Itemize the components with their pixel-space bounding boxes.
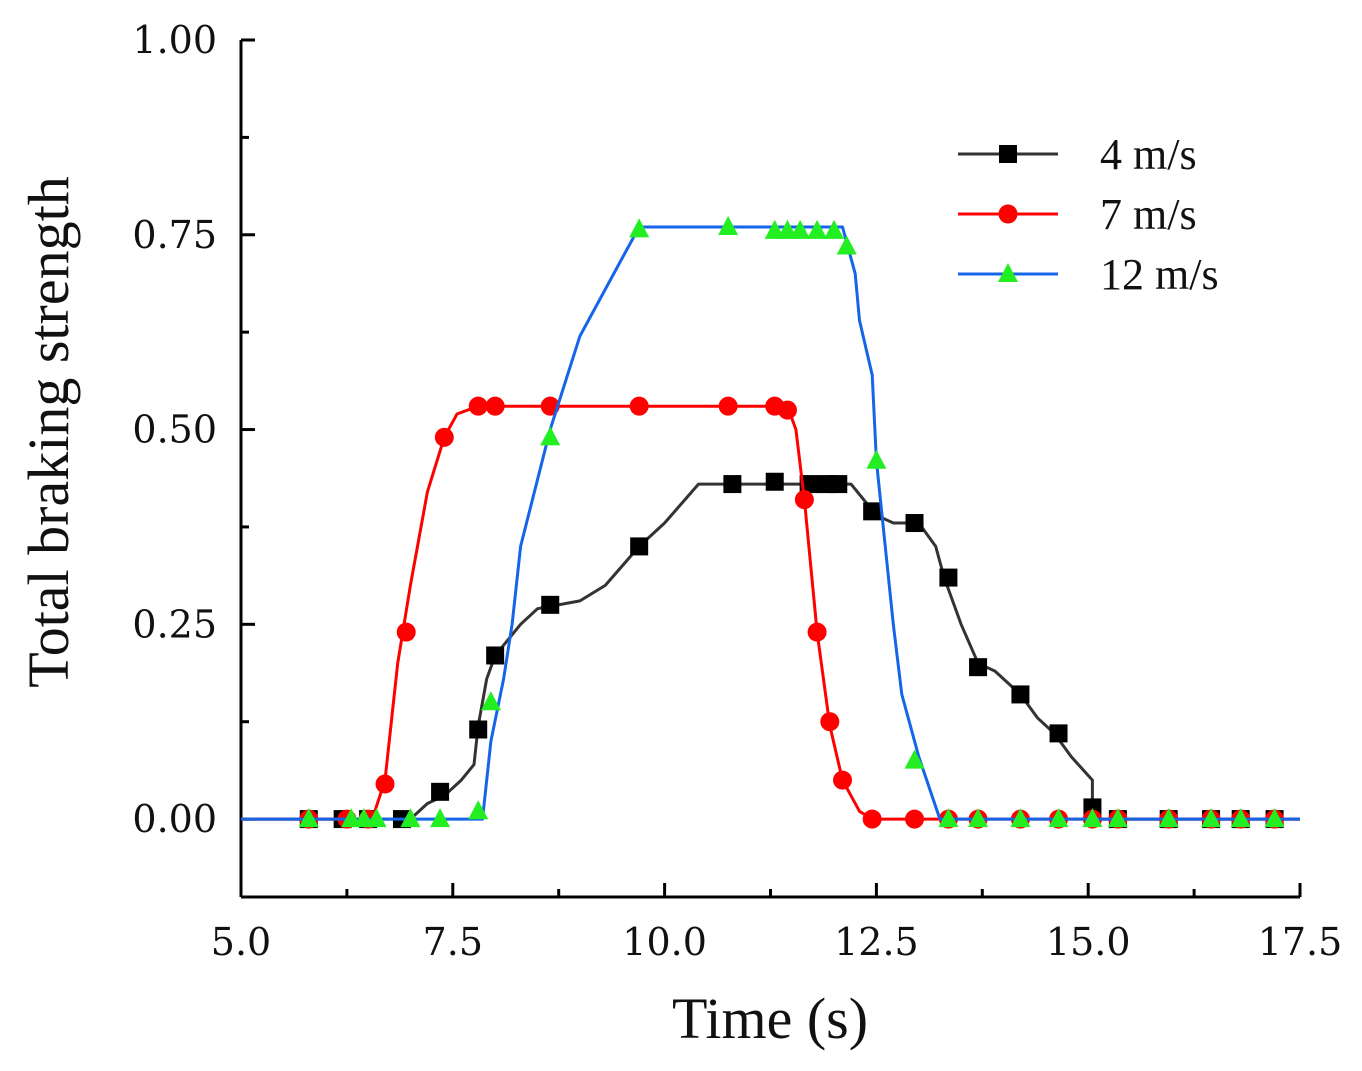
- data-point: [468, 396, 488, 416]
- data-point: [468, 800, 489, 820]
- data-point: [863, 502, 882, 521]
- data-point: [807, 219, 828, 239]
- x-tick-label: 10.0: [622, 920, 707, 964]
- data-point: [540, 426, 561, 446]
- axes: 5.0 7.5 10.0 12.5 15.0 17.5 0.00 0.25 0.50 0.75 1.…: [132, 18, 1342, 964]
- legend-marker: [998, 263, 1018, 282]
- data-point: [1049, 724, 1068, 743]
- x-tick-label: 15.0: [1046, 920, 1131, 964]
- data-point: [829, 475, 848, 494]
- data-point: [629, 218, 650, 238]
- data-point: [777, 400, 797, 420]
- data-point: [629, 396, 649, 416]
- data-point: [485, 396, 505, 416]
- data-point: [541, 595, 560, 614]
- data-point: [820, 712, 840, 732]
- data-point: [862, 809, 882, 829]
- data-point: [794, 490, 814, 510]
- data-point: [353, 808, 374, 828]
- data-point: [400, 808, 421, 828]
- data-point: [765, 472, 784, 491]
- y-tick-label: 0.25: [132, 602, 217, 646]
- x-tick-label: 12.5: [834, 920, 919, 964]
- data-point: [723, 475, 742, 494]
- data-point: [1264, 808, 1285, 828]
- data-point: [480, 691, 501, 711]
- data-point: [833, 770, 853, 790]
- x-tick-label: 5.0: [211, 920, 271, 964]
- data-point: [375, 774, 395, 794]
- data-point: [486, 646, 505, 665]
- legend-label: 4 m/s: [1100, 130, 1197, 179]
- x-axis-title: Time (s): [672, 986, 868, 1051]
- data-point: [341, 808, 362, 828]
- data-point: [1048, 808, 1069, 828]
- data-point: [718, 396, 738, 416]
- x-tick-label: 17.5: [1258, 920, 1343, 964]
- data-point: [866, 449, 887, 469]
- data-point: [824, 219, 845, 239]
- data-point: [1011, 685, 1030, 704]
- y-axis-title: Total braking strength: [16, 176, 81, 687]
- data-point: [1010, 808, 1031, 828]
- data-point: [938, 808, 959, 828]
- data-point: [366, 808, 387, 828]
- data-point: [905, 809, 925, 829]
- x-tick-label: 7.5: [423, 920, 483, 964]
- data-point: [396, 622, 416, 642]
- y-tick-label: 0.50: [132, 408, 217, 452]
- y-tick-label: 0.00: [132, 797, 217, 841]
- legend-label: 7 m/s: [1100, 190, 1197, 239]
- data-point: [777, 219, 798, 239]
- data-point: [969, 658, 988, 677]
- data-point: [630, 537, 649, 556]
- series-line: [241, 404, 1300, 821]
- data-point: [1230, 808, 1251, 828]
- legend-marker: [999, 145, 1017, 163]
- data-point: [764, 219, 785, 239]
- data-point: [836, 235, 857, 255]
- series-1: [241, 396, 1300, 829]
- y-tick-label: 1.00: [132, 18, 217, 62]
- data-point: [430, 808, 451, 828]
- data-point: [1082, 808, 1103, 828]
- data-point: [1107, 808, 1128, 828]
- data-point: [431, 782, 450, 801]
- legend: 4 m/s 7 m/s 12 m/s: [958, 130, 1219, 299]
- data-point: [939, 568, 958, 587]
- series-2: [241, 215, 1300, 828]
- data-point: [1201, 808, 1222, 828]
- data-point: [718, 215, 739, 235]
- data-point: [298, 808, 319, 828]
- data-point: [807, 622, 827, 642]
- data-point: [1158, 808, 1179, 828]
- data-point: [790, 219, 811, 239]
- legend-marker: [998, 204, 1018, 224]
- legend-label: 12 m/s: [1100, 250, 1219, 299]
- data-point: [968, 808, 989, 828]
- data-point: [905, 514, 924, 533]
- y-tick-label: 0.75: [132, 213, 217, 257]
- series-line: [241, 225, 1300, 821]
- data-point: [469, 720, 488, 739]
- data-point: [904, 749, 925, 769]
- series-group: [241, 215, 1300, 829]
- data-point: [434, 427, 454, 447]
